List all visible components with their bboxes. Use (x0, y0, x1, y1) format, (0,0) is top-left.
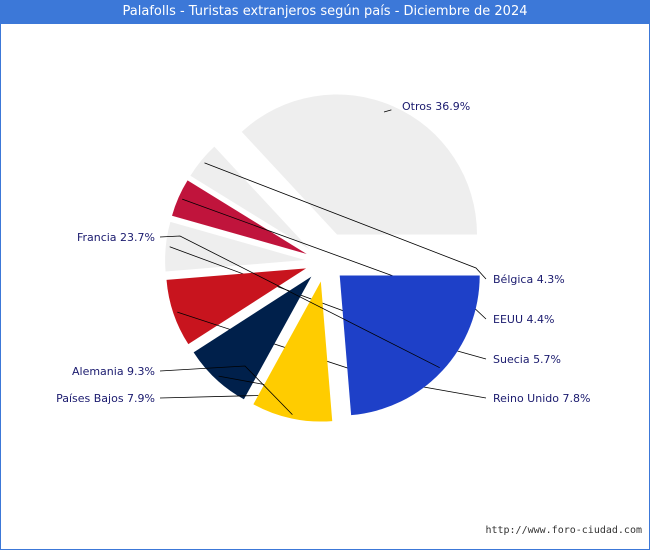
leader-line-otros (383, 109, 392, 113)
slice-label-bélgica: Bélgica 4.3% (493, 273, 565, 286)
slice-label-alemania: Alemania 9.3% (72, 365, 155, 378)
chart-title: Palafolls - Turistas extranjeros según p… (0, 0, 650, 24)
pie-slice-otros (241, 94, 477, 235)
pie-slice-reino-unido (166, 268, 307, 345)
slice-label-suecia: Suecia 5.7% (493, 353, 561, 366)
slice-label-otros: Otros 36.9% (402, 100, 470, 113)
pie-slice-eeuu (172, 180, 307, 254)
pie-slice-países-bajos (193, 276, 312, 400)
leader-line-alemania (159, 365, 293, 415)
slice-label-eeuu: EEUU 4.4% (493, 313, 554, 326)
leader-line-francia (159, 235, 440, 369)
pie-slice-suecia (165, 221, 306, 272)
slice-label-reino-unido: Reino Unido 7.8% (493, 392, 590, 405)
source-url: http://www.foro-ciudad.com (485, 525, 642, 536)
pie-slice-alemania (253, 281, 333, 422)
slice-label-países-bajos: Países Bajos 7.9% (56, 392, 155, 405)
slice-label-francia: Francia 23.7% (77, 231, 155, 244)
leader-line-bélgica (204, 162, 487, 280)
pie-slice-bélgica (190, 146, 310, 250)
pie-slice-francia (339, 275, 480, 416)
